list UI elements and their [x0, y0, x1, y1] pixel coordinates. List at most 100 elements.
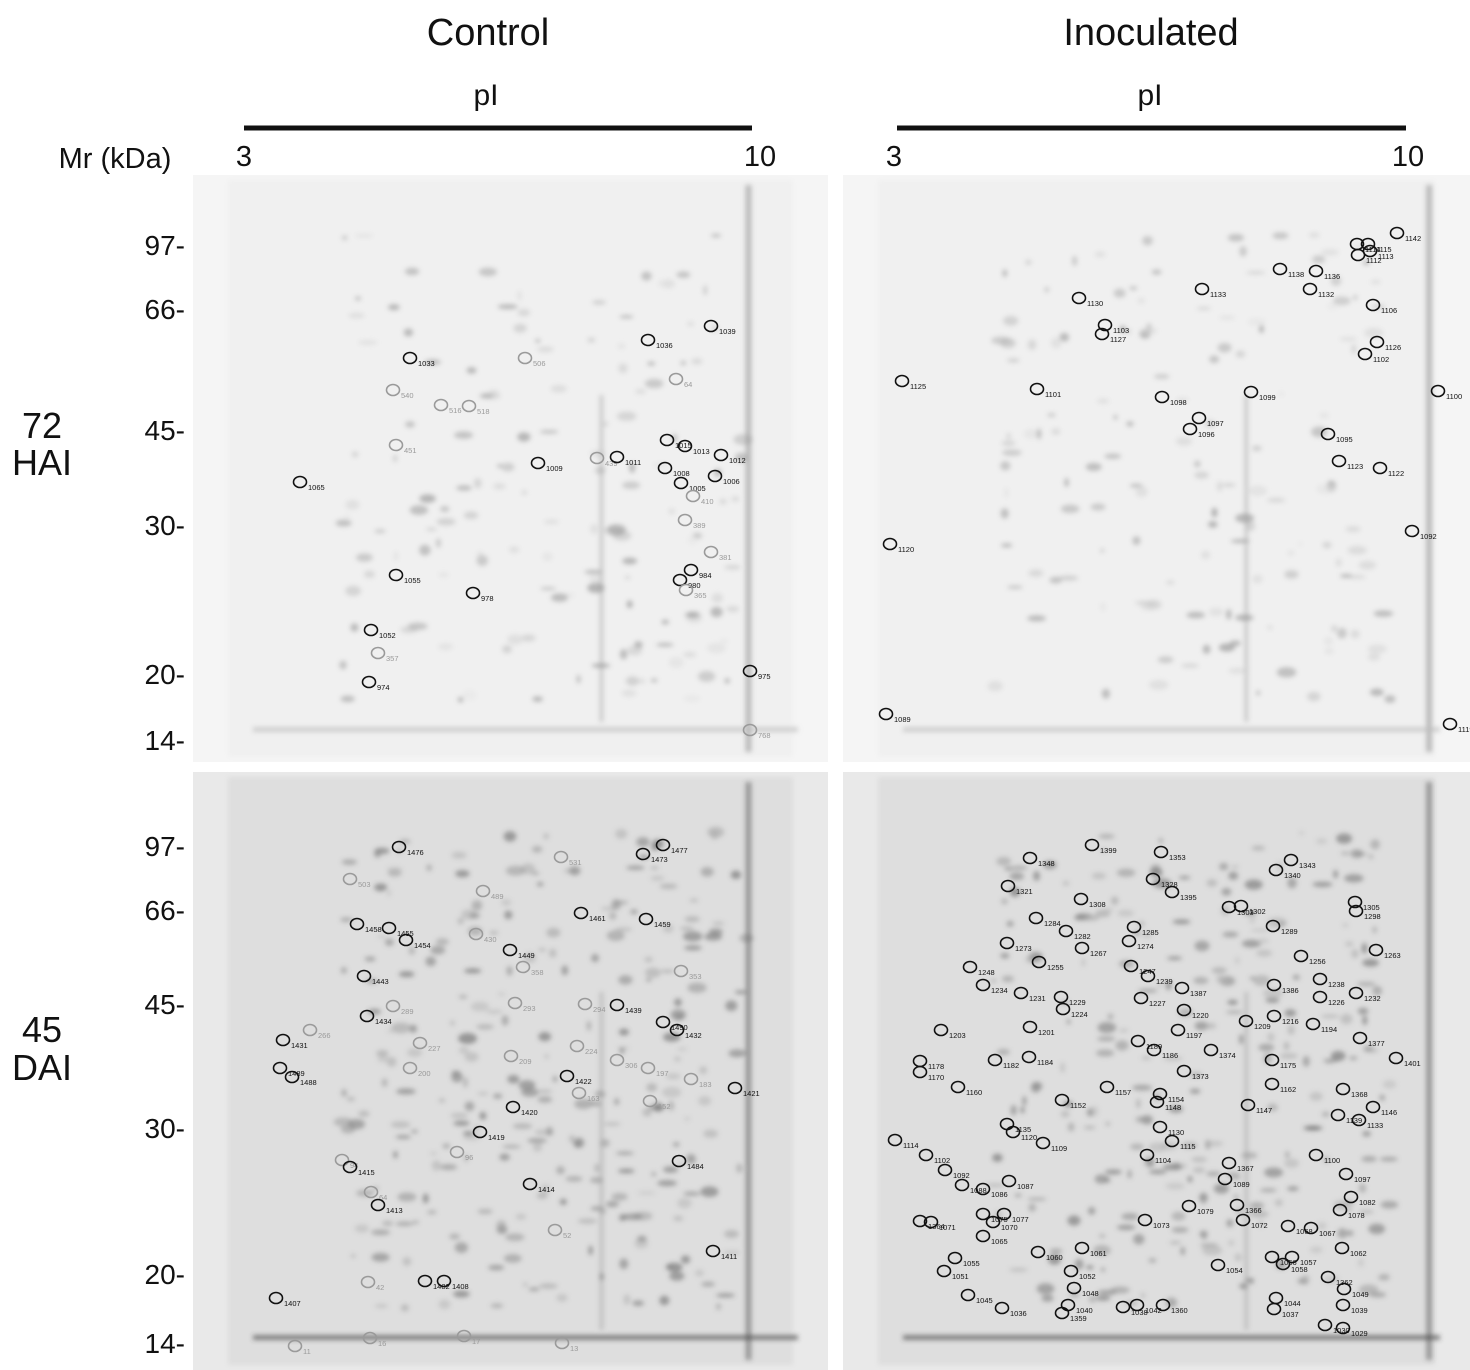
spot: 1079	[1181, 1199, 1214, 1216]
gel-smudge	[1297, 541, 1303, 546]
gel-smudge	[724, 678, 730, 684]
spot-circle	[530, 456, 546, 470]
gel-smudge	[617, 343, 626, 350]
spot-circle	[1330, 1108, 1346, 1122]
gel-smudge	[1000, 461, 1011, 471]
spot: 1267	[1074, 941, 1107, 958]
gel-smudge	[1194, 940, 1210, 952]
spot-circle	[1031, 955, 1047, 969]
spot: 1197	[1170, 1023, 1202, 1040]
gel-smudge	[1227, 1239, 1235, 1246]
spot-label: 183	[699, 1080, 712, 1089]
gel-smudge	[1137, 988, 1158, 993]
spot: 1101	[1029, 382, 1061, 399]
gel-smudge	[377, 1056, 390, 1063]
spot-label: 1162	[1280, 1085, 1296, 1094]
spot-label: 1029	[1351, 1329, 1368, 1338]
gel-smudge	[719, 638, 729, 644]
gel-smudge	[1323, 637, 1334, 646]
spot: 1115	[1164, 1134, 1196, 1151]
gel-smudge	[449, 1233, 461, 1240]
spot-circle	[1035, 1136, 1051, 1150]
gel-smudge	[381, 1078, 388, 1088]
gel-smudge	[479, 393, 494, 398]
spot-label: 1104	[1155, 1156, 1171, 1165]
spot-circle	[1129, 1298, 1145, 1312]
spot-circle	[356, 969, 372, 983]
spot: 1298	[1348, 904, 1381, 921]
gel-smudge	[1345, 526, 1361, 532]
gel-smudge	[626, 600, 633, 609]
spot: 1360	[1155, 1298, 1188, 1315]
gel-inner	[228, 777, 793, 1365]
mr-tick: 66-	[145, 895, 185, 926]
gel-smudge	[676, 271, 691, 278]
spot-circle	[272, 1061, 288, 1075]
spot-label: 11	[303, 1347, 311, 1356]
gel-smudge	[499, 1153, 510, 1161]
spot: 1488	[284, 1070, 317, 1087]
spot-label: 531	[569, 858, 582, 867]
spot: 516	[433, 398, 462, 415]
gel-smudge	[731, 496, 740, 502]
gel-smudge	[1105, 1122, 1110, 1126]
spot: 1232	[1348, 986, 1381, 1003]
spot-label: 1408	[452, 1282, 469, 1291]
spot-circle	[381, 921, 397, 935]
spot-label: 1340	[1284, 871, 1301, 880]
gel-smudge	[1207, 521, 1218, 528]
gel-smudge	[1169, 1240, 1182, 1245]
spot-label: 1012	[729, 456, 746, 465]
spot: 1477	[655, 838, 688, 855]
gel-smudge	[504, 910, 513, 920]
spot-circle	[912, 1214, 928, 1228]
spot-circle	[1266, 1009, 1282, 1023]
gel-smudge	[1097, 398, 1110, 404]
spot-circle	[713, 448, 729, 462]
gel-smudge	[371, 1229, 391, 1236]
gel-smudge	[405, 421, 415, 428]
spot-label: 1100	[1446, 392, 1462, 401]
spot: 1092	[937, 1163, 970, 1180]
spot: 1065	[975, 1229, 1008, 1246]
spot-circle	[505, 1100, 521, 1114]
gel-smudge	[724, 565, 742, 570]
spot-label: 1060	[1046, 1253, 1063, 1262]
gel-smudge	[646, 1083, 658, 1092]
spot: 1414	[522, 1177, 555, 1194]
spot: 1189	[1130, 1034, 1162, 1051]
gel-smudge	[697, 670, 716, 682]
spot-label: 1071	[939, 1223, 956, 1232]
spot-label: 1377	[1368, 1039, 1385, 1048]
gel-smudge	[544, 1054, 549, 1059]
gel-smudge	[1137, 297, 1145, 304]
spot-circle	[573, 906, 589, 920]
spot-circle	[685, 489, 701, 503]
spot-circle	[1194, 282, 1210, 296]
gel-smudge	[622, 1213, 643, 1221]
spot: 209	[503, 1049, 532, 1066]
spot-label: 1088	[970, 1186, 987, 1195]
spot: 1182	[987, 1053, 1019, 1070]
gel-smudge	[615, 927, 633, 932]
gel-smudge	[1202, 644, 1211, 655]
gel-smudge	[618, 1028, 630, 1036]
gel-smudge	[335, 519, 352, 527]
spot-label: 1079	[1197, 1207, 1214, 1216]
gel-smudge	[464, 1052, 479, 1062]
spot: 1343	[1283, 853, 1316, 870]
gel-smudge	[710, 606, 723, 618]
gel-smudge	[675, 1015, 683, 1020]
spot-label: 980	[688, 581, 701, 590]
gel-smudge	[377, 935, 388, 939]
spot: 1274	[1121, 934, 1154, 951]
spot-label: 1415	[358, 1168, 375, 1177]
spot: 64	[363, 1185, 387, 1202]
gel-smudge	[591, 953, 600, 963]
gel-smudge	[1267, 625, 1273, 630]
spot-circle	[1210, 1258, 1226, 1272]
spot-label: 1125	[910, 382, 926, 391]
gel-smudge	[424, 359, 441, 365]
gel-smudge	[1194, 471, 1209, 479]
gel-smudge	[1094, 1174, 1108, 1184]
